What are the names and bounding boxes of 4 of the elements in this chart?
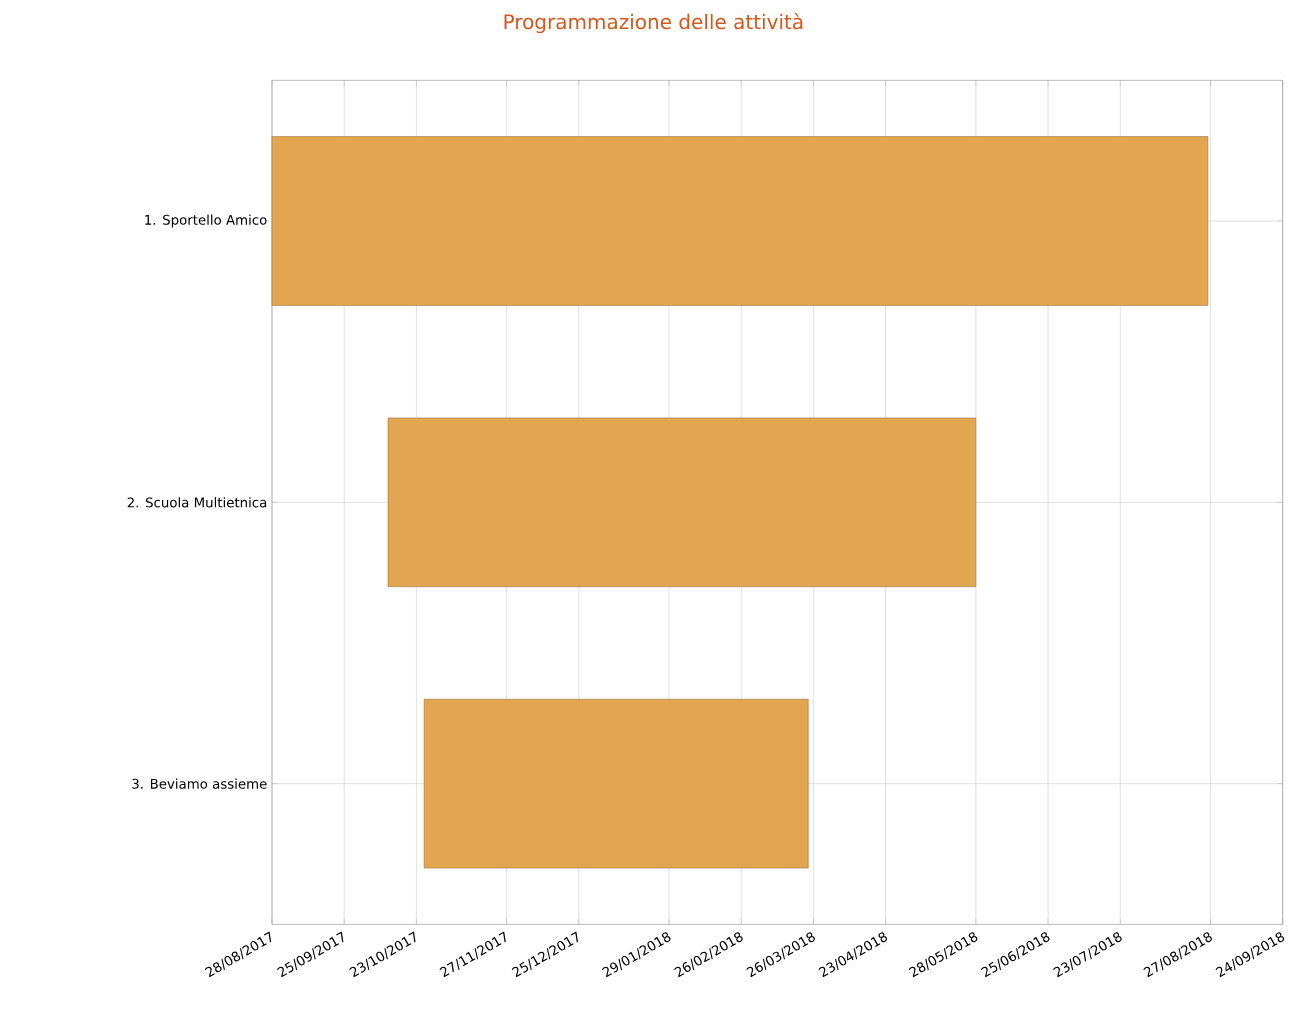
y-tick-label: 3. Beviamo assieme — [132, 778, 267, 789]
y-tick-label: 1. Sportello Amico — [145, 214, 267, 228]
y-tick-label: 2. Scuola Multietnica — [127, 497, 267, 508]
chart-title: Programmazione delle attività — [504, 13, 803, 34]
